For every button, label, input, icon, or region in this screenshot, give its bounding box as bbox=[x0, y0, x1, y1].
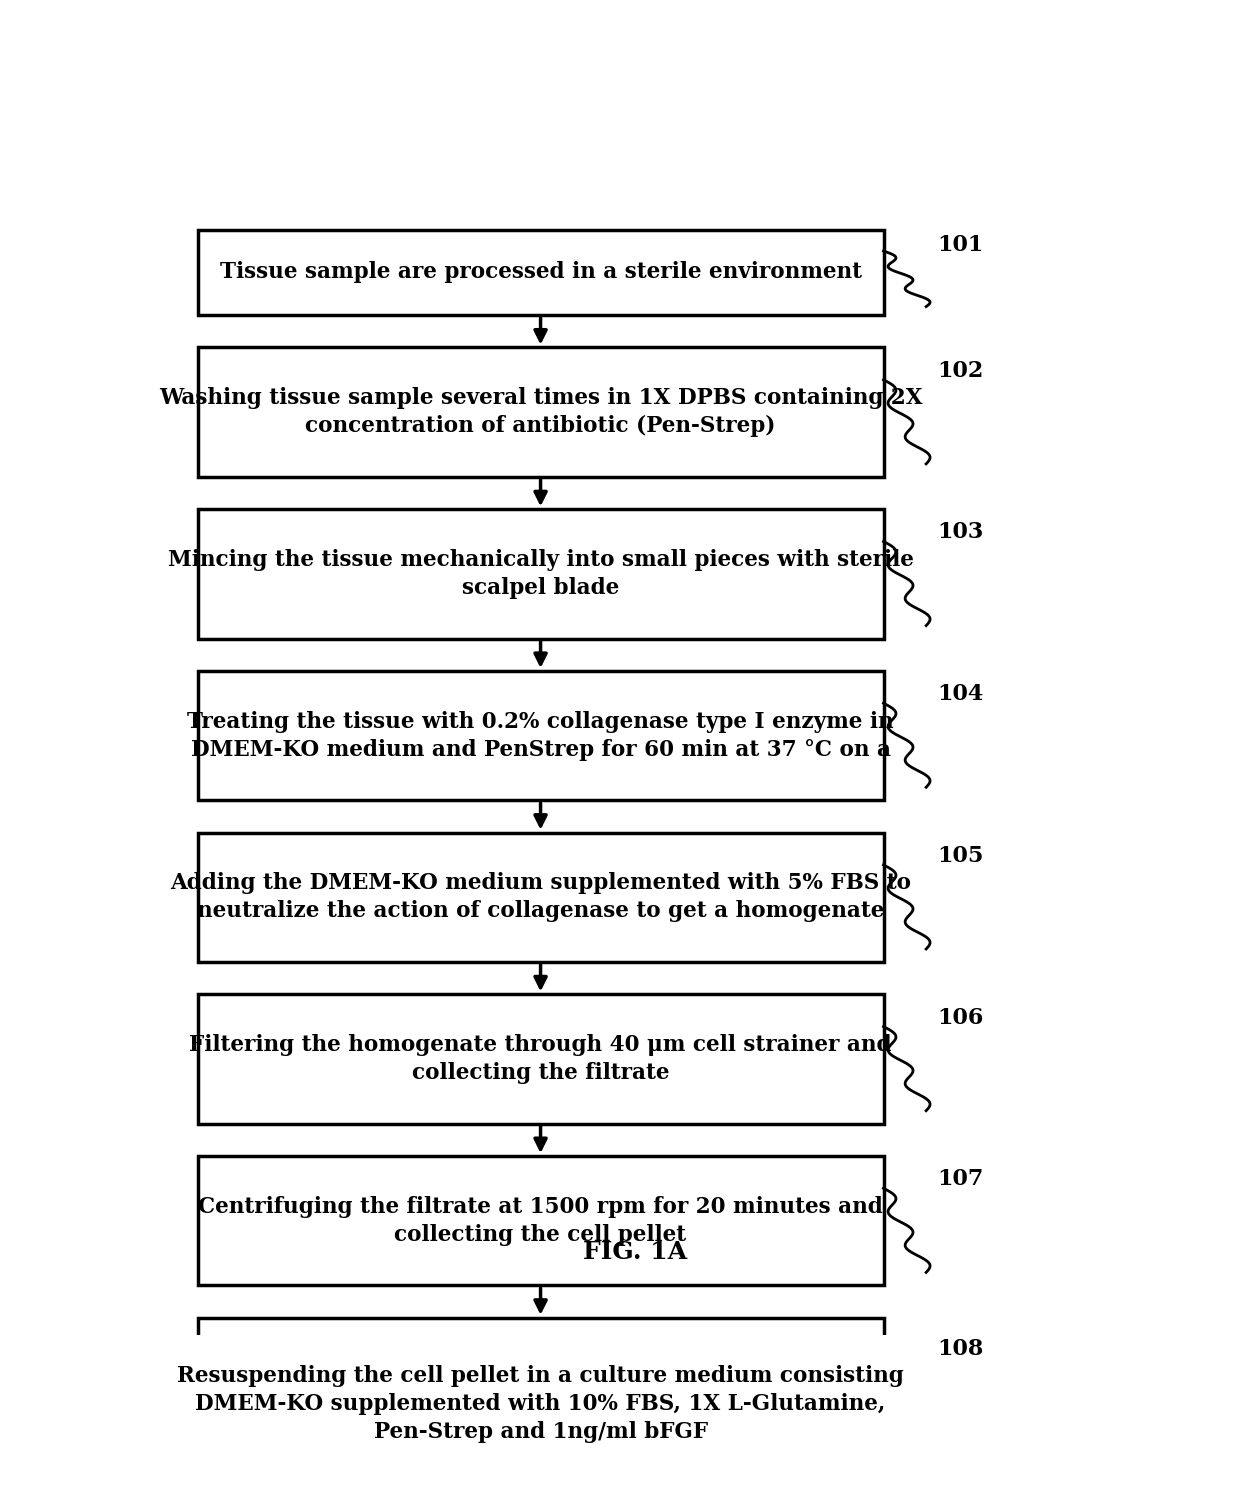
Text: 107: 107 bbox=[937, 1168, 985, 1191]
Text: FIG. 1A: FIG. 1A bbox=[584, 1240, 687, 1264]
Bar bbox=[197, 1317, 883, 1491]
Bar bbox=[197, 1156, 883, 1286]
Text: Mincing the tissue mechanically into small pieces with sterile
scalpel blade: Mincing the tissue mechanically into sma… bbox=[167, 549, 914, 598]
Bar bbox=[197, 509, 883, 639]
Text: 108: 108 bbox=[937, 1338, 985, 1360]
Bar bbox=[197, 230, 883, 315]
Bar bbox=[197, 348, 883, 477]
Bar bbox=[197, 833, 883, 962]
Text: 102: 102 bbox=[937, 360, 985, 382]
Text: 106: 106 bbox=[937, 1007, 985, 1029]
Bar bbox=[197, 670, 883, 800]
Text: Filtering the homogenate through 40 μm cell strainer and
collecting the filtrate: Filtering the homogenate through 40 μm c… bbox=[190, 1034, 892, 1084]
Text: Washing tissue sample several times in 1X DPBS containing 2X
concentration of an: Washing tissue sample several times in 1… bbox=[159, 387, 923, 436]
Text: Resuspending the cell pellet in a culture medium consisting
DMEM-KO supplemented: Resuspending the cell pellet in a cultur… bbox=[177, 1365, 904, 1443]
Text: Adding the DMEM-KO medium supplemented with 5% FBS to
neutralize the action of c: Adding the DMEM-KO medium supplemented w… bbox=[170, 873, 911, 922]
Text: Centrifuging the filtrate at 1500 rpm for 20 minutes and
collecting the cell pel: Centrifuging the filtrate at 1500 rpm fo… bbox=[198, 1196, 883, 1245]
Text: 105: 105 bbox=[937, 844, 985, 867]
Text: 101: 101 bbox=[937, 234, 985, 256]
Text: Treating the tissue with 0.2% collagenase type I enzyme in
DMEM-KO medium and Pe: Treating the tissue with 0.2% collagenas… bbox=[187, 711, 894, 760]
Text: 104: 104 bbox=[937, 682, 985, 705]
Bar bbox=[197, 994, 883, 1124]
Text: 103: 103 bbox=[937, 522, 985, 543]
Text: Tissue sample are processed in a sterile environment: Tissue sample are processed in a sterile… bbox=[219, 261, 862, 284]
